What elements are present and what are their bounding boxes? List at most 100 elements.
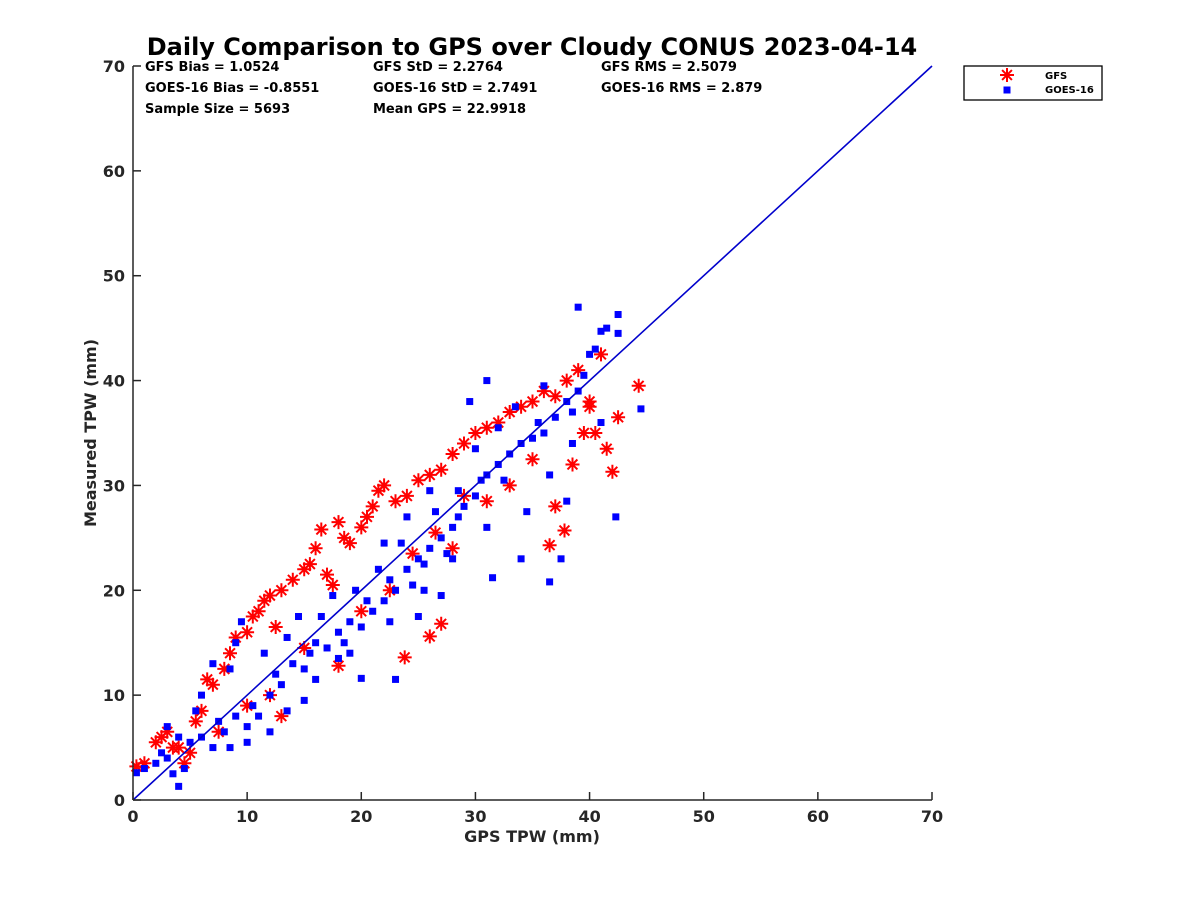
goes16-point [158,749,166,757]
goes16-point [197,691,205,699]
goes16-point [517,555,525,563]
goes16-point [369,607,377,615]
x-tick-label: 70 [921,807,943,826]
one-to-one-line [132,65,933,801]
goes16-point [591,345,599,353]
gfs-point [331,515,346,530]
gfs-point [548,389,563,404]
goes16-point [346,618,354,626]
goes16-point [243,723,251,731]
series-gfs [129,347,646,774]
stat-text: Sample Size = 5693 [145,102,290,117]
goes16-point [209,744,217,752]
goes16-point [483,523,491,531]
goes16-point [460,502,468,510]
goes16-point [449,523,457,531]
series-goes16 [132,303,645,790]
gfs-point [200,672,215,687]
gfs-point [188,714,203,729]
y-tick-label: 10 [103,686,125,705]
goes16-point [420,586,428,594]
gfs-point [245,609,260,624]
goes16-point [232,639,240,647]
goes16-point [243,738,251,746]
goes16-point [132,769,140,777]
goes16-point [169,770,177,778]
gfs-point [365,499,380,514]
gfs-point [137,756,152,771]
gfs-point [525,394,540,409]
goes16-point [323,644,331,652]
goes16-point [529,434,536,442]
goes16-point [386,618,394,626]
x-axis-ticks: 0 10 20 30 40 50 60 70 [127,792,943,826]
goes16-point [283,707,291,715]
legend-label-goes16: GOES-16 [1045,85,1094,96]
goes16-point [523,508,531,516]
x-tick-label: 40 [578,807,600,826]
gfs-point [177,756,192,771]
goes16-point [317,613,325,620]
gfs-point [594,347,608,362]
goes16-point [489,574,497,582]
gfs-point [548,499,563,514]
goes16-point [295,613,303,620]
gfs-point [354,520,369,535]
goes16-point [175,733,183,741]
gfs-point [194,703,209,718]
goes16-point [374,565,382,573]
gfs-point [314,522,329,537]
y-axis-ticks: 0 10 20 30 40 50 60 70 [103,57,141,810]
goes16-point [334,628,342,636]
goes16-point [232,712,240,720]
goes16-point [494,424,502,432]
goes16-point [289,660,297,668]
goes16-point [306,649,314,657]
goes16-point [277,681,285,689]
goes16-point [226,665,234,673]
gfs-point [228,630,243,645]
goes16-point [540,382,548,390]
gfs-point [422,629,437,644]
gfs-point [571,363,586,378]
goes16-point [380,597,388,605]
goes16-point [597,419,605,427]
goes16-point [426,544,434,552]
goes16-point [363,597,371,605]
gfs-point [240,698,255,713]
gfs-point [223,646,237,661]
goes16-point [546,578,554,586]
goes16-point [392,586,400,594]
points-layer [129,303,646,790]
stat-text: GFS StD = 2.2764 [373,60,503,75]
goes16-point [614,311,622,319]
x-tick-label: 50 [693,807,715,826]
goes16-point [312,675,320,683]
goes16-point [152,759,160,767]
x-tick-label: 0 [127,807,138,826]
goes16-point [580,371,588,379]
gfs-point [576,426,591,440]
x-tick-label: 20 [350,807,372,826]
goes16-point [409,581,417,589]
stat-text: GOES-16 Bias = -0.8551 [145,81,319,96]
gfs-point [445,541,460,556]
goes16-point [163,754,171,762]
goes16-point [255,712,263,720]
gfs-point [354,604,369,619]
goes16-point [420,560,428,568]
goes16-point [551,413,559,421]
gfs-point [434,616,449,631]
goes16-point [557,555,565,563]
legend-marker-gfs [1000,68,1014,82]
legend-marker-goes16 [1003,86,1011,94]
gfs-point [588,426,603,440]
goes16-point [471,492,479,500]
gfs-point [434,462,449,477]
gfs-point [325,578,340,592]
goes16-point [568,439,576,447]
goes16-point [403,513,411,521]
gfs-point [382,583,397,598]
y-tick-label: 30 [103,476,125,495]
goes16-point [568,408,576,416]
